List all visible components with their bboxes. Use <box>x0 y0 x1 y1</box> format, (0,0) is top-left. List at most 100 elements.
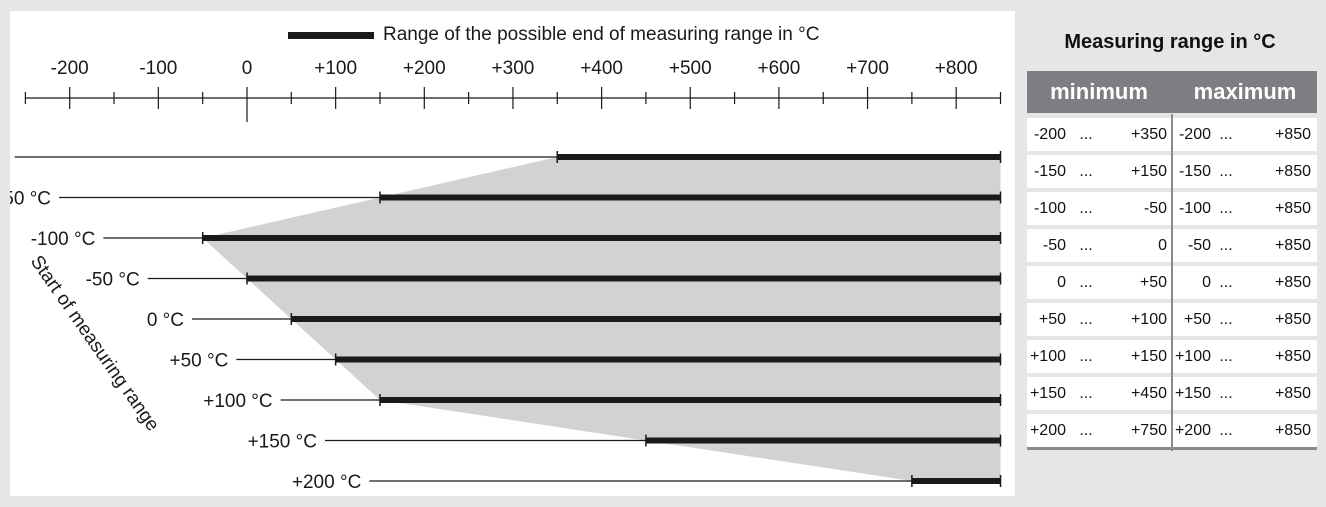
ellipsis: ... <box>1079 311 1093 328</box>
temperature-axis: -200 -100 0 +100 +200 +300 +400 +500 +600 +700 +80… <box>24 58 1002 122</box>
table-row: -150... +150 -150... +850 <box>1027 151 1317 192</box>
ellipsis: ... <box>1219 126 1233 143</box>
legend-label: Range of the possible end of measuring r… <box>383 24 819 45</box>
range-row: -200 °C <box>14 151 1002 163</box>
ellipsis: ... <box>1079 348 1093 365</box>
column-header-minimum: minimum <box>1050 79 1148 104</box>
table-row: +150... +450 +150... +850 <box>1027 373 1317 414</box>
max-to-cell: +850 <box>1274 422 1311 439</box>
table-header: minimum maximum <box>1027 71 1317 113</box>
column-divider <box>1171 225 1173 266</box>
table-body: -200... +350 -200... +850 -150... +150 -150...… <box>1027 114 1317 451</box>
measuring-range-diagram: Range of the possible end of measuring r… <box>10 11 1015 496</box>
range-row: 0 °C <box>147 310 1002 331</box>
row-label: +50 °C <box>169 351 228 372</box>
min-to-cell: +100 <box>1130 311 1167 328</box>
min-to-cell: -50 <box>1143 200 1167 217</box>
ellipsis: ... <box>1219 274 1233 291</box>
row-label: -150 °C <box>10 189 51 210</box>
ellipsis: ... <box>1079 385 1093 402</box>
min-to-cell: 0 <box>1158 237 1167 254</box>
min-to-cell: +750 <box>1130 422 1167 439</box>
range-row: +150 °C <box>248 432 1002 453</box>
min-from-cell: +100 <box>1029 348 1066 365</box>
range-row: +100 °C <box>203 391 1002 412</box>
axis-tick-label: +200 <box>403 58 446 79</box>
range-row: -50 °C <box>86 270 1002 291</box>
max-to-cell: +850 <box>1274 126 1311 143</box>
max-from-cell: 0 <box>1202 274 1211 291</box>
max-from-cell: -100 <box>1178 200 1211 217</box>
table-title: Measuring range in °C <box>1064 31 1276 53</box>
column-divider <box>1171 114 1173 155</box>
ellipsis: ... <box>1079 163 1093 180</box>
min-from-cell: -200 <box>1033 126 1066 143</box>
min-from-cell: +150 <box>1029 385 1066 402</box>
row-label: +200 °C <box>292 472 361 493</box>
ellipsis: ... <box>1219 200 1233 217</box>
max-to-cell: +850 <box>1274 385 1311 402</box>
column-divider <box>1171 188 1173 229</box>
table-row: -200... +350 -200... +850 <box>1027 114 1317 155</box>
axis-tick-label: +300 <box>492 58 535 79</box>
min-to-cell: +150 <box>1130 163 1167 180</box>
table-row: -50... 0 -50... +850 <box>1027 225 1317 266</box>
max-to-cell: +850 <box>1274 274 1311 291</box>
measuring-range-table: Measuring range in °C minimum maximum -2… <box>1020 11 1320 496</box>
max-to-cell: +850 <box>1274 200 1311 217</box>
max-to-cell: +850 <box>1274 348 1311 365</box>
ellipsis: ... <box>1219 348 1233 365</box>
max-from-cell: +100 <box>1174 348 1211 365</box>
max-from-cell: -150 <box>1178 163 1211 180</box>
min-from-cell: -100 <box>1033 200 1066 217</box>
min-to-cell: +450 <box>1130 385 1167 402</box>
max-to-cell: +850 <box>1274 163 1311 180</box>
table-row: +50... +100 +50... +850 <box>1027 299 1317 340</box>
ellipsis: ... <box>1219 385 1233 402</box>
ellipsis: ... <box>1079 237 1093 254</box>
table-row: -100... -50 -100... +850 <box>1027 188 1317 229</box>
table-row: 0... +50 0... +850 <box>1027 262 1317 303</box>
range-row: -100 °C <box>31 229 1002 250</box>
axis-tick-label: +600 <box>758 58 801 79</box>
min-to-cell: +350 <box>1130 126 1167 143</box>
min-from-cell: -50 <box>1042 237 1066 254</box>
ellipsis: ... <box>1079 274 1093 291</box>
range-rows: -200 °C -150 °C -100 °C -50 °C 0 °C +50 °C +10… <box>10 151 1002 493</box>
range-row: -150 °C <box>10 189 1002 210</box>
min-from-cell: -150 <box>1033 163 1066 180</box>
table-row: +100... +150 +100... +850 <box>1027 336 1317 377</box>
axis-tick-label: +100 <box>314 58 357 79</box>
axis-tick-label: +500 <box>669 58 712 79</box>
row-label: -50 °C <box>86 270 140 291</box>
ellipsis: ... <box>1219 311 1233 328</box>
max-from-cell: -50 <box>1187 237 1211 254</box>
column-divider <box>1171 299 1173 340</box>
axis-tick-label: +400 <box>580 58 623 79</box>
row-label: 0 °C <box>147 310 184 331</box>
table-row: +200... +750 +200... +850 <box>1027 410 1317 451</box>
column-divider <box>1171 410 1173 451</box>
min-from-cell: +200 <box>1029 422 1066 439</box>
ellipsis: ... <box>1219 422 1233 439</box>
row-label: +100 °C <box>203 391 272 412</box>
axis-tick-label: -100 <box>139 58 177 79</box>
range-row: +50 °C <box>169 351 1002 372</box>
column-divider <box>1171 373 1173 414</box>
ellipsis: ... <box>1219 237 1233 254</box>
column-divider <box>1171 262 1173 303</box>
ellipsis: ... <box>1079 126 1093 143</box>
min-from-cell: +50 <box>1038 311 1066 328</box>
axis-tick-label: -200 <box>51 58 89 79</box>
row-label: +150 °C <box>248 432 317 453</box>
min-from-cell: 0 <box>1057 274 1066 291</box>
column-divider <box>1171 336 1173 377</box>
row-label: -100 °C <box>31 229 96 250</box>
ellipsis: ... <box>1219 163 1233 180</box>
axis-tick-label: +700 <box>846 58 889 79</box>
min-to-cell: +50 <box>1139 274 1167 291</box>
diagram-canvas: Range of the possible end of measuring r… <box>10 24 1002 493</box>
range-row: +200 °C <box>292 472 1002 493</box>
column-divider <box>1171 151 1173 192</box>
column-header-maximum: maximum <box>1193 79 1297 104</box>
